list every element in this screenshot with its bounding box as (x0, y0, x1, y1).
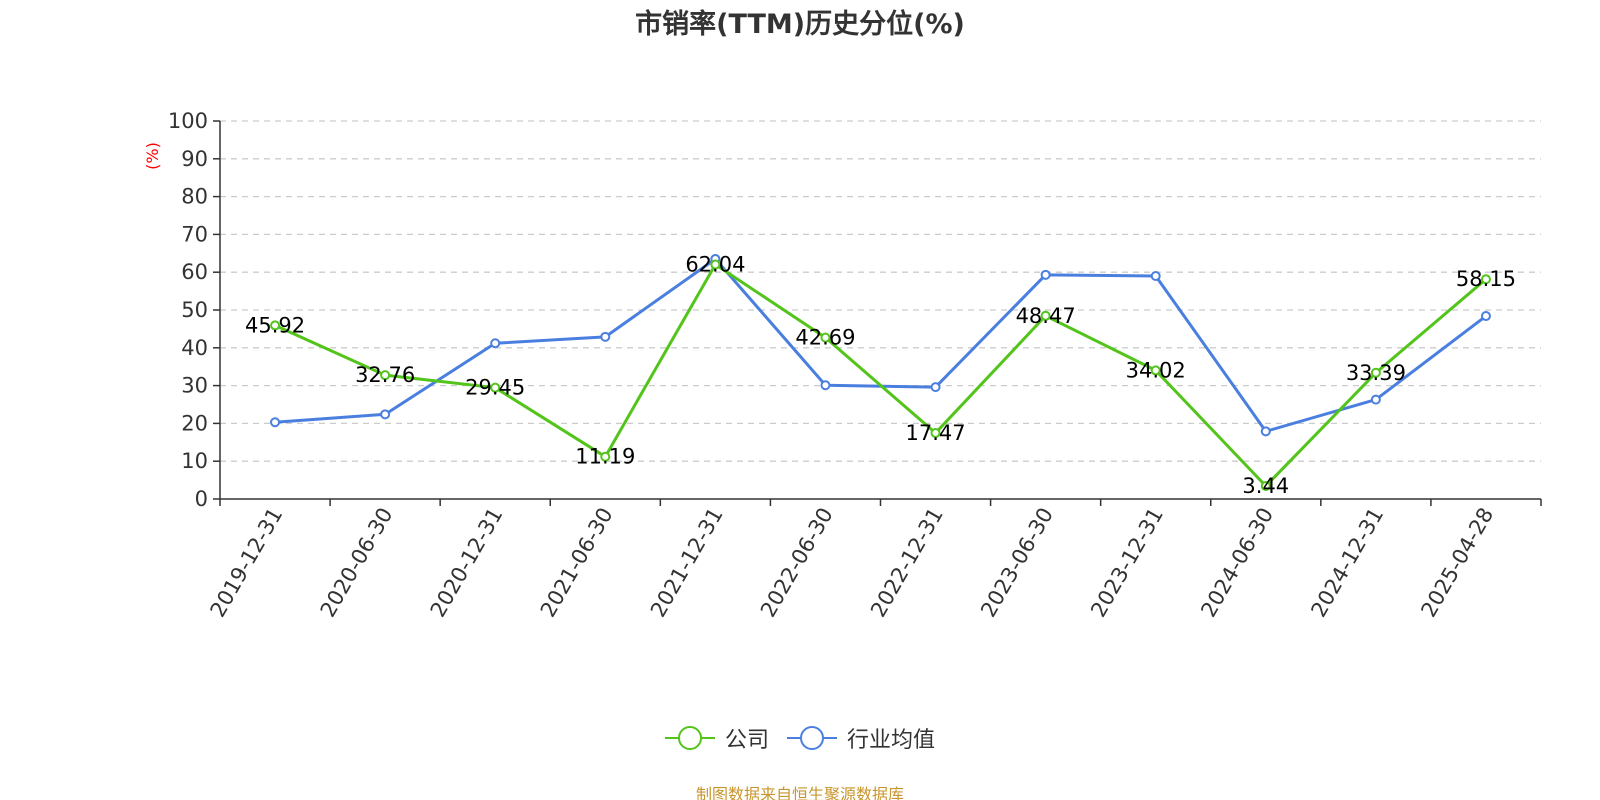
y-tick-label: 10 (181, 449, 208, 473)
data-point-industry[interactable] (1040, 269, 1051, 280)
x-tick-label: 2020-12-31 (426, 504, 508, 622)
legend-marker-company-icon (664, 726, 715, 750)
data-label: 3.44 (1242, 474, 1289, 498)
y-tick-label: 40 (181, 336, 208, 360)
legend: 公司 行业均值 (0, 722, 1600, 754)
data-label: 11.19 (575, 445, 635, 469)
data-label: 62.04 (685, 252, 745, 276)
legend-marker-industry-icon (787, 726, 837, 750)
data-point-industry[interactable] (1370, 394, 1381, 405)
legend-label-industry: 行业均值 (847, 728, 936, 753)
legend-item-industry[interactable]: 行业均值 (787, 722, 935, 754)
y-unit-label: (%) (143, 142, 162, 170)
chart-title: 市销率(TTM)历史分位(%) (635, 9, 965, 40)
data-label: 45.92 (245, 313, 305, 337)
data-point-industry[interactable] (270, 417, 281, 428)
y-tick-label: 80 (181, 185, 208, 209)
data-point-industry[interactable] (820, 380, 831, 391)
data-point-company[interactable] (710, 259, 721, 270)
source-note: 制图数据来自恒生聚源数据库 (695, 785, 904, 800)
data-label: 33.39 (1346, 361, 1406, 385)
y-tick-label: 100 (168, 109, 208, 133)
series-line-company (274, 262, 1487, 488)
x-tick-label: 2022-12-31 (866, 504, 948, 622)
y-tick-label: 50 (181, 298, 208, 322)
data-label: 34.02 (1126, 358, 1186, 382)
x-tick-label: 2025-04-28 (1416, 504, 1498, 622)
data-point-company[interactable] (600, 451, 611, 462)
data-point-industry[interactable] (930, 382, 941, 393)
data-point-company[interactable] (1040, 310, 1051, 321)
x-tick-label: 2019-12-31 (206, 504, 288, 622)
data-point-company[interactable] (380, 370, 391, 381)
x-tick-label: 2021-12-31 (646, 504, 728, 622)
data-label: 48.47 (1016, 304, 1076, 328)
data-labels: 45.92 32.76 29.45 11.19 62.04 42.69 17.47 48.47… (245, 252, 1516, 498)
data-label: 32.76 (355, 363, 415, 387)
y-tick-label: 60 (181, 260, 208, 284)
y-tick-label: 30 (181, 374, 208, 398)
data-point-industry[interactable] (1150, 270, 1161, 281)
x-tick-label: 2024-06-30 (1196, 504, 1278, 622)
data-point-company[interactable] (1150, 365, 1161, 376)
y-tick-label: 70 (181, 222, 208, 246)
x-tick-label: 2021-06-30 (536, 504, 618, 622)
data-point-industry[interactable] (600, 331, 611, 342)
y-tick-label: 20 (181, 411, 208, 435)
data-point-company[interactable] (1480, 274, 1491, 285)
data-label: 29.45 (465, 376, 525, 400)
data-label: 42.69 (795, 326, 855, 350)
series-line-industry (274, 257, 1487, 433)
data-point-industry[interactable] (1480, 311, 1491, 322)
x-tick-label: 2023-12-31 (1086, 504, 1168, 622)
legend-item-company[interactable]: 公司 (664, 722, 769, 754)
data-point-company[interactable] (1370, 367, 1381, 378)
y-tick-label: 0 (195, 487, 208, 511)
data-point-industry[interactable] (380, 409, 391, 420)
data-label: 58.15 (1456, 267, 1516, 291)
x-tick-label: 2020-06-30 (316, 504, 398, 622)
y-tick-label: 90 (181, 147, 208, 171)
x-tick-label: 2022-06-30 (756, 504, 838, 622)
data-label: 17.47 (905, 421, 965, 445)
data-point-company[interactable] (930, 427, 941, 438)
legend-label-company: 公司 (724, 728, 769, 753)
data-point-company[interactable] (490, 382, 501, 393)
x-tick-label: 2024-12-31 (1306, 504, 1388, 622)
x-tick-label: 2023-06-30 (976, 504, 1058, 622)
data-point-company[interactable] (270, 320, 281, 331)
data-point-company[interactable] (820, 332, 831, 343)
data-point-industry[interactable] (490, 338, 501, 349)
data-point-company[interactable] (1260, 480, 1271, 491)
data-point-industry[interactable] (1260, 426, 1271, 437)
series-lines (270, 253, 1491, 491)
